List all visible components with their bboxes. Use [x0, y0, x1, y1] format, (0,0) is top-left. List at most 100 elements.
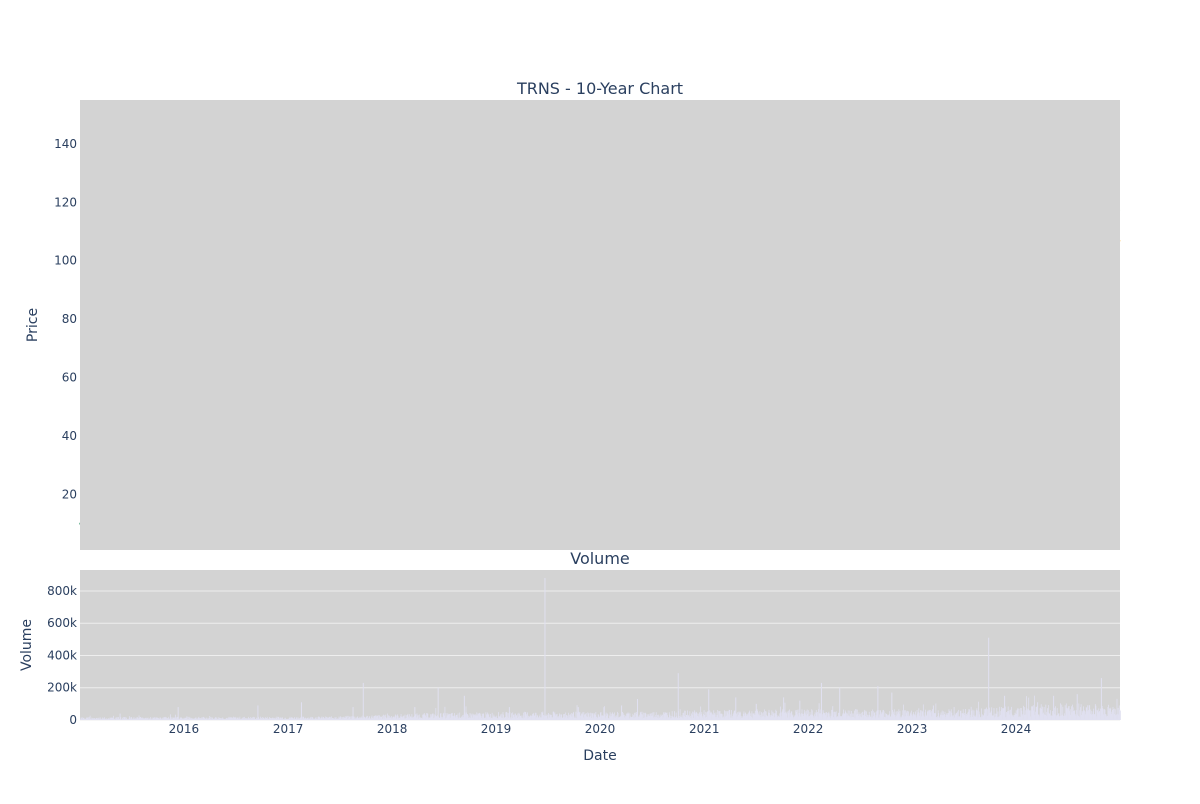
volume-bar: [769, 712, 770, 720]
volume-bar: [169, 714, 171, 720]
volume-bar: [910, 710, 912, 720]
volume-bar: [225, 718, 227, 720]
volume-bar: [163, 717, 165, 720]
volume-bar: [618, 717, 620, 720]
volume-bar: [559, 714, 561, 720]
volume-bar: [103, 717, 105, 720]
volume-bar: [932, 705, 934, 720]
volume-bar: [998, 716, 999, 720]
volume-bar: [901, 717, 903, 720]
volume-bar: [1067, 709, 1068, 720]
volume-bar: [884, 716, 886, 720]
volume-bar: [93, 718, 95, 720]
volume-bar: [935, 703, 937, 720]
volume-bar: [375, 715, 376, 720]
volume-bar: [553, 711, 555, 720]
volume-bar: [1059, 716, 1060, 720]
volume-bar: [1113, 714, 1115, 720]
volume-bar: [616, 717, 618, 720]
volume-bar: [954, 713, 956, 720]
volume-bar: [289, 717, 290, 720]
volume-bar: [709, 710, 711, 720]
volume-bar: [761, 716, 763, 720]
volume-bar: [657, 718, 659, 720]
volume-bar: [254, 719, 256, 720]
volume-bar: [564, 717, 566, 720]
volume-bar: [1016, 709, 1018, 720]
volume-bar: [867, 714, 868, 720]
volume-bar: [1081, 714, 1083, 720]
volume-bar: [348, 716, 350, 720]
volume-bar: [1048, 705, 1050, 720]
volume-bar: [860, 713, 862, 720]
volume-bar: [815, 716, 817, 720]
volume-bar: [1096, 716, 1097, 720]
volume-bar: [280, 717, 282, 720]
volume-bar: [435, 707, 437, 720]
volume-y-axis-title: Volume: [19, 619, 35, 671]
volume-bar: [671, 718, 672, 720]
volume-bar: [240, 718, 242, 720]
volume-bar: [666, 712, 668, 720]
volume-bar: [246, 718, 248, 720]
volume-bar: [685, 717, 687, 720]
volume-bar: [656, 714, 658, 720]
volume-bar: [541, 712, 543, 720]
price-y-tick-label: 40: [62, 429, 77, 443]
volume-bar: [1099, 711, 1101, 720]
volume-bar: [813, 717, 815, 720]
volume-bar: [880, 714, 882, 720]
volume-bar: [454, 713, 455, 720]
volume-bar: [778, 715, 780, 720]
volume-bar: [181, 718, 183, 720]
volume-bar: [1093, 714, 1095, 720]
volume-bar: [1008, 711, 1010, 720]
volume-bar: [529, 715, 531, 720]
volume-bar: [867, 717, 869, 720]
volume-bar: [187, 716, 189, 720]
volume-bar: [982, 714, 983, 720]
volume-bar: [662, 714, 663, 720]
volume-bar: [274, 718, 276, 720]
volume-bar: [1100, 678, 1102, 720]
volume-bar: [829, 713, 831, 720]
volume-bar: [686, 714, 688, 720]
volume-bar: [672, 717, 674, 720]
volume-bar: [167, 718, 168, 720]
volume-bar: [945, 717, 946, 720]
volume-bar: [1001, 709, 1003, 720]
volume-bar: [728, 709, 730, 720]
volume-bar: [899, 713, 900, 720]
volume-bar: [990, 712, 991, 720]
volume-bar: [173, 717, 175, 720]
volume-bar: [364, 716, 366, 720]
volume-bar: [551, 717, 553, 720]
volume-bar: [449, 713, 451, 720]
volume-bar: [856, 709, 858, 720]
volume-y-tick-label: 800k: [47, 584, 77, 598]
volume-bar: [646, 716, 647, 720]
volume-bar: [568, 717, 570, 720]
volume-bar: [1057, 714, 1059, 720]
volume-bar: [1049, 713, 1051, 720]
volume-bar: [338, 716, 340, 720]
volume-bar: [1047, 712, 1049, 720]
x-tick-label: 2018: [377, 722, 408, 736]
volume-bar: [741, 716, 743, 720]
volume-bar: [838, 712, 840, 720]
volume-bar: [131, 717, 133, 720]
volume-bar: [449, 714, 450, 720]
volume-bar: [766, 715, 768, 720]
volume-bar: [181, 719, 183, 720]
volume-bar: [165, 717, 167, 720]
volume-bar: [625, 716, 626, 720]
volume-bar: [666, 713, 667, 720]
volume-bar: [215, 718, 217, 720]
volume-bar: [906, 710, 908, 720]
volume-bar: [674, 717, 676, 720]
volume-bar: [863, 715, 864, 720]
volume-bar: [716, 715, 718, 720]
volume-bar: [417, 715, 419, 720]
volume-bar: [431, 713, 433, 720]
volume-bar: [1052, 710, 1054, 720]
